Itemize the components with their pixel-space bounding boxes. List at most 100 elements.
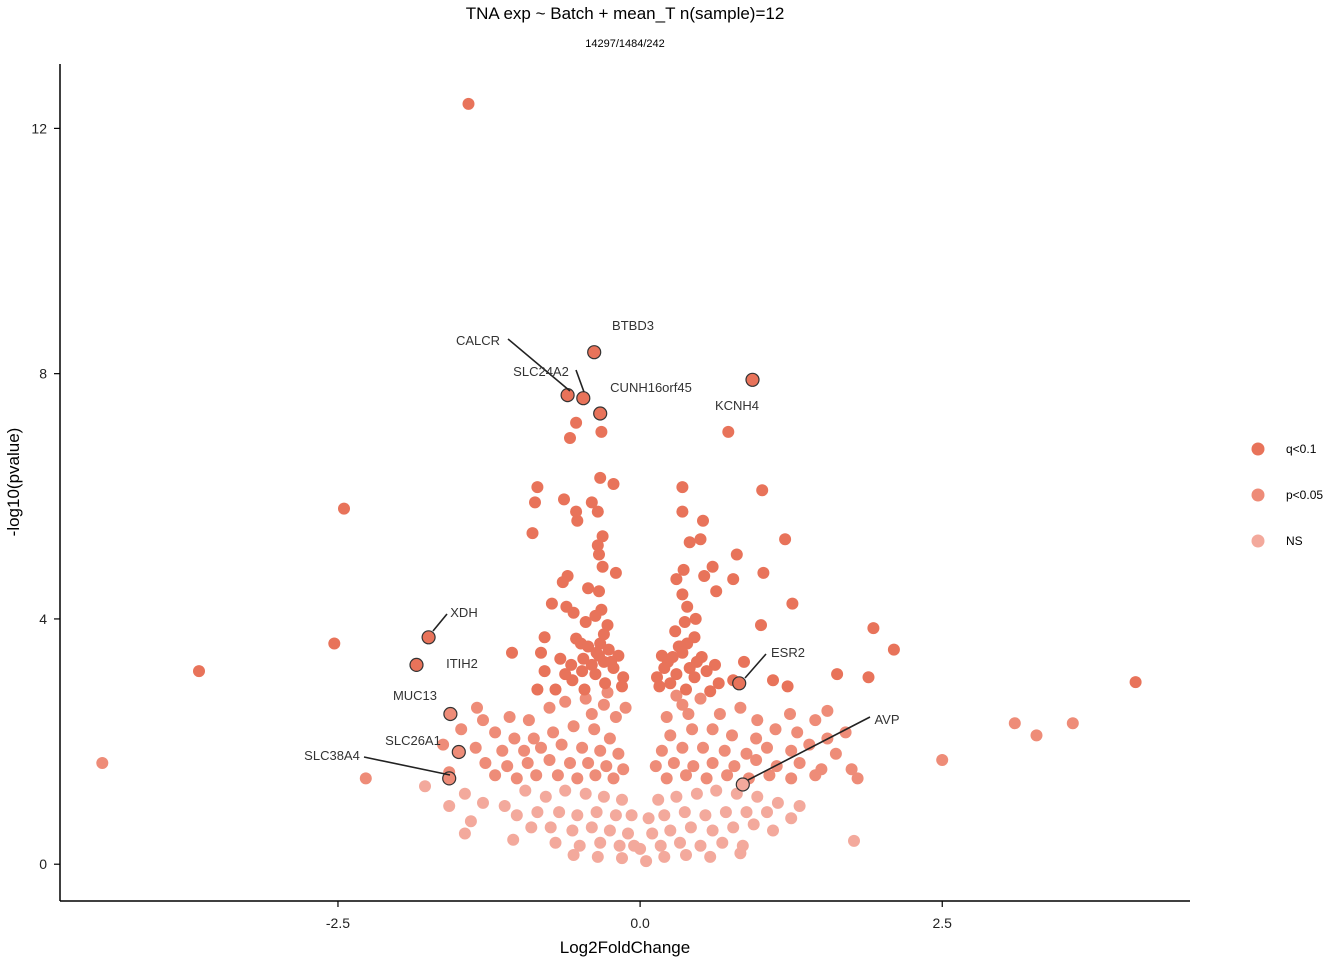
data-point bbox=[489, 726, 502, 739]
data-point bbox=[579, 616, 592, 628]
data-point bbox=[582, 582, 595, 595]
data-point bbox=[628, 839, 641, 852]
data-point bbox=[651, 671, 663, 684]
data-point bbox=[479, 757, 492, 769]
x-tick-label: 2.5 bbox=[933, 915, 953, 931]
data-point bbox=[730, 548, 743, 561]
data-point bbox=[498, 800, 511, 812]
gene-annotation: XDH bbox=[421, 605, 478, 645]
data-point bbox=[549, 683, 562, 696]
data-point bbox=[622, 827, 634, 840]
label-connector bbox=[747, 716, 871, 781]
data-point bbox=[338, 502, 350, 515]
data-point bbox=[510, 772, 523, 785]
data-point bbox=[658, 850, 671, 863]
x-tick-label: -2.5 bbox=[326, 915, 350, 931]
legend: q<0.1 p<0.05 NS bbox=[1251, 442, 1323, 548]
data-point bbox=[553, 806, 566, 819]
data-point bbox=[706, 757, 719, 769]
data-point bbox=[712, 677, 725, 690]
data-point bbox=[710, 585, 723, 598]
data-point bbox=[793, 757, 806, 769]
data-point bbox=[670, 573, 683, 586]
data-point bbox=[594, 836, 607, 849]
data-point bbox=[605, 655, 618, 668]
data-point bbox=[809, 714, 822, 727]
data-point bbox=[531, 481, 544, 494]
gene-label: ESR2 bbox=[771, 645, 805, 660]
data-point bbox=[676, 505, 689, 518]
chart-subtitle: 14297/1484/242 bbox=[585, 38, 665, 50]
data-point bbox=[689, 612, 702, 625]
y-tick-label: 4 bbox=[39, 611, 47, 627]
data-point bbox=[738, 655, 750, 668]
data-point bbox=[667, 757, 680, 769]
legend-label: NS bbox=[1286, 534, 1303, 548]
data-point bbox=[704, 850, 717, 863]
data-point bbox=[676, 698, 689, 711]
legend-item: q<0.1 bbox=[1251, 442, 1317, 456]
data-point bbox=[501, 760, 514, 773]
data-point bbox=[831, 668, 844, 681]
data-point bbox=[698, 570, 711, 582]
data-point bbox=[594, 471, 607, 484]
data-point bbox=[821, 704, 834, 717]
x-axis-ticks: -2.5 0.0 2.5 bbox=[326, 901, 952, 931]
data-point bbox=[613, 839, 626, 852]
data-point bbox=[359, 772, 372, 785]
data-point bbox=[695, 651, 708, 663]
y-axis-title: -log10(pvalue) bbox=[4, 428, 23, 537]
data-point bbox=[713, 708, 726, 720]
data-point bbox=[779, 533, 792, 546]
data-point bbox=[567, 606, 580, 619]
data-point bbox=[538, 631, 551, 644]
highlighted-point bbox=[587, 345, 602, 360]
data-point bbox=[709, 658, 721, 671]
data-point bbox=[570, 416, 583, 429]
data-point bbox=[728, 760, 741, 773]
data-point bbox=[676, 646, 689, 659]
data-point bbox=[751, 790, 764, 803]
data-point bbox=[1030, 729, 1043, 742]
data-point bbox=[697, 514, 709, 527]
data-point bbox=[526, 527, 539, 540]
data-point bbox=[519, 784, 532, 797]
data-point bbox=[96, 757, 109, 769]
data-point bbox=[591, 505, 604, 518]
data-point bbox=[577, 652, 590, 665]
data-point bbox=[694, 692, 707, 705]
legend-swatch bbox=[1251, 442, 1265, 456]
gene-label: AVP bbox=[874, 712, 899, 727]
data-point bbox=[506, 646, 518, 659]
x-tick-label: 0.0 bbox=[630, 915, 650, 931]
gene-annotation: CALCR bbox=[456, 333, 575, 403]
data-point bbox=[518, 744, 531, 757]
data-point bbox=[607, 772, 620, 785]
data-point bbox=[596, 560, 609, 573]
data-point bbox=[565, 658, 578, 671]
data-point bbox=[585, 658, 598, 671]
data-point bbox=[601, 619, 614, 632]
legend-swatch bbox=[1251, 488, 1265, 502]
data-point bbox=[678, 616, 691, 628]
data-point bbox=[556, 576, 569, 589]
data-point bbox=[507, 833, 520, 846]
data-point bbox=[596, 530, 609, 543]
data-point bbox=[706, 824, 719, 837]
data-point bbox=[458, 827, 471, 840]
data-point bbox=[690, 787, 703, 800]
data-point bbox=[670, 790, 683, 803]
data-point bbox=[721, 769, 734, 782]
data-point bbox=[660, 711, 673, 723]
gene-annotation: BTBD3 bbox=[587, 318, 654, 360]
gene-annotation: AVP bbox=[735, 712, 900, 792]
data-point bbox=[664, 824, 677, 837]
data-point bbox=[419, 780, 431, 793]
gene-label: SLC24A2 bbox=[513, 364, 569, 379]
data-point bbox=[750, 732, 763, 745]
data-point bbox=[527, 732, 540, 745]
y-axis-ticks: 0 4 8 12 bbox=[31, 120, 60, 872]
data-point bbox=[785, 812, 798, 825]
data-point bbox=[471, 701, 483, 714]
